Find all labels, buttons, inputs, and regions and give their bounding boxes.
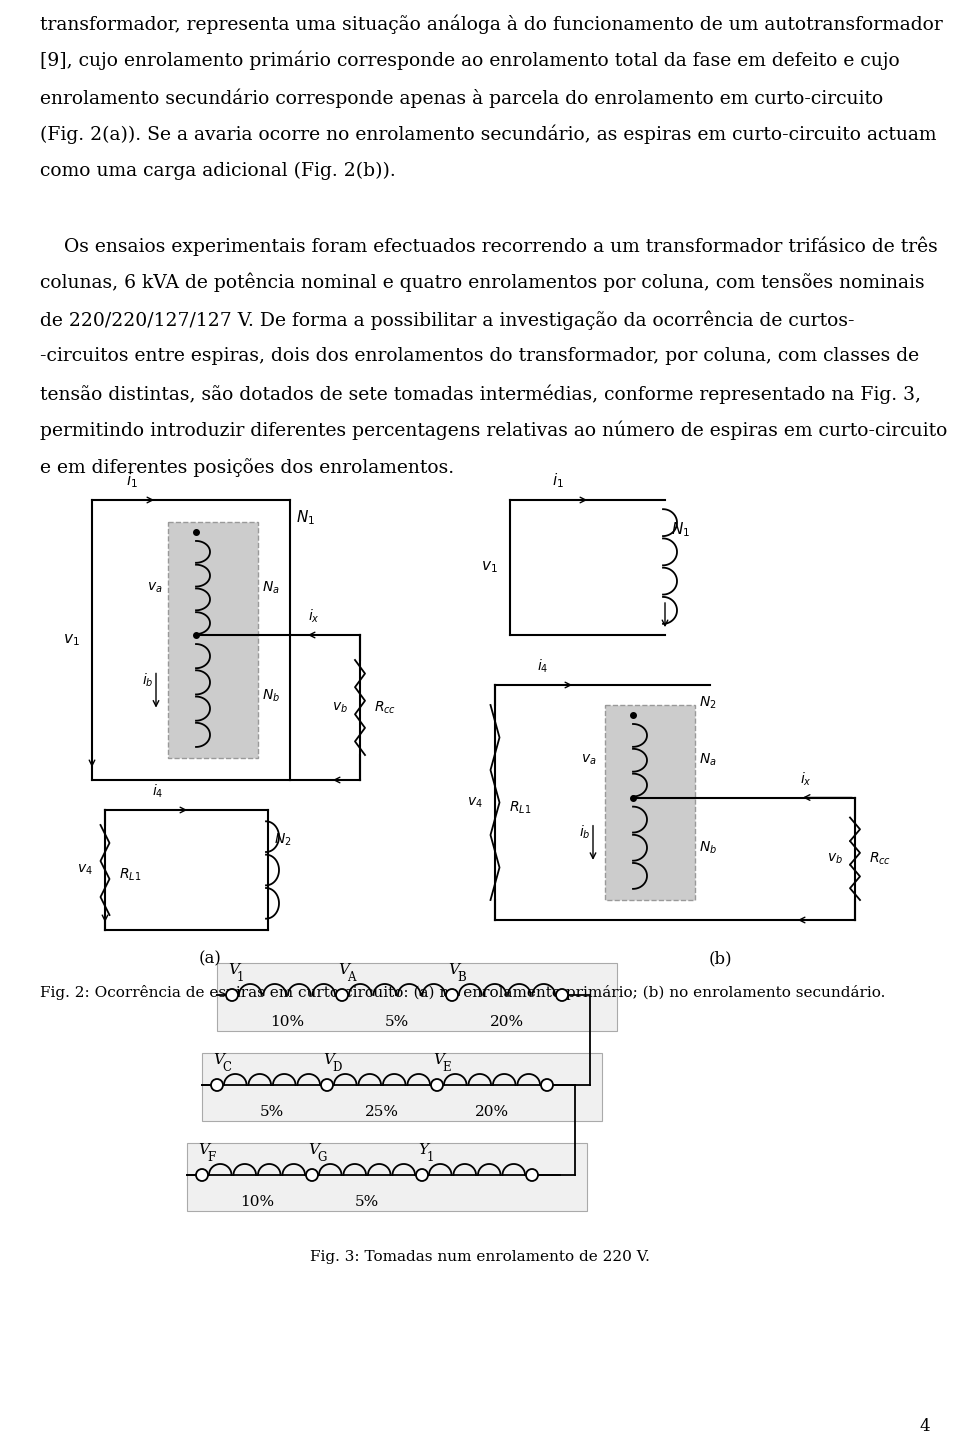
- Text: $i_4$: $i_4$: [537, 657, 548, 675]
- Text: $i_4$: $i_4$: [152, 782, 163, 800]
- Text: $v_1$: $v_1$: [481, 560, 498, 576]
- Text: Y: Y: [418, 1143, 428, 1157]
- Text: V: V: [338, 963, 349, 977]
- Circle shape: [211, 1079, 223, 1090]
- Circle shape: [321, 1079, 333, 1090]
- Text: $N_a$: $N_a$: [262, 579, 279, 596]
- Text: $N_2$: $N_2$: [699, 695, 716, 711]
- Text: 10%: 10%: [240, 1195, 274, 1208]
- Text: permitindo introduzir diferentes percentagens relativas ao número de espiras em : permitindo introduzir diferentes percent…: [40, 422, 948, 441]
- Text: 5%: 5%: [260, 1105, 284, 1120]
- Text: $i_1$: $i_1$: [552, 471, 564, 490]
- Text: G: G: [317, 1152, 326, 1165]
- Text: 20%: 20%: [475, 1105, 509, 1120]
- Text: 20%: 20%: [490, 1015, 524, 1029]
- Text: $i_b$: $i_b$: [580, 824, 591, 842]
- Text: colunas, 6 kVA de potência nominal e quatro enrolamentos por coluna, com tensões: colunas, 6 kVA de potência nominal e qua…: [40, 273, 924, 292]
- Bar: [187, 1143, 587, 1211]
- Circle shape: [336, 989, 348, 1000]
- Text: $v_b$: $v_b$: [828, 852, 843, 867]
- Text: $R_{cc}$: $R_{cc}$: [869, 851, 891, 867]
- Text: $R_{cc}$: $R_{cc}$: [374, 699, 396, 715]
- Text: $v_1$: $v_1$: [63, 632, 80, 648]
- Text: $i_x$: $i_x$: [308, 608, 320, 625]
- Text: de 220/220/127/127 V. De forma a possibilitar a investigação da ocorrência de cu: de 220/220/127/127 V. De forma a possibi…: [40, 310, 854, 330]
- Text: V: V: [448, 963, 459, 977]
- Text: V: V: [308, 1143, 319, 1157]
- Text: B: B: [457, 971, 466, 984]
- Text: V: V: [228, 963, 239, 977]
- Text: $v_b$: $v_b$: [332, 701, 348, 715]
- Text: $N_1$: $N_1$: [671, 521, 690, 539]
- Text: 4: 4: [920, 1418, 930, 1435]
- Text: 10%: 10%: [270, 1015, 304, 1029]
- Text: F: F: [207, 1152, 215, 1165]
- Text: (b): (b): [708, 949, 732, 967]
- Text: $R_{L1}$: $R_{L1}$: [509, 800, 531, 816]
- Text: $N_1$: $N_1$: [296, 507, 315, 526]
- Text: V: V: [198, 1143, 209, 1157]
- Text: $N_b$: $N_b$: [262, 688, 280, 704]
- Text: D: D: [332, 1061, 342, 1075]
- Text: A: A: [347, 971, 355, 984]
- Text: como uma carga adicional (Fig. 2(b)).: como uma carga adicional (Fig. 2(b)).: [40, 161, 396, 180]
- Text: V: V: [433, 1053, 444, 1067]
- Circle shape: [556, 989, 568, 1000]
- Text: $v_a$: $v_a$: [582, 753, 597, 768]
- Text: $R_{L1}$: $R_{L1}$: [119, 867, 141, 883]
- Text: $N_2$: $N_2$: [274, 832, 292, 848]
- Circle shape: [416, 1169, 428, 1181]
- Text: Fig. 3: Tomadas num enrolamento de 220 V.: Fig. 3: Tomadas num enrolamento de 220 V…: [310, 1250, 650, 1264]
- Text: $i_1$: $i_1$: [126, 471, 138, 490]
- Text: $N_a$: $N_a$: [699, 752, 717, 769]
- Circle shape: [446, 989, 458, 1000]
- Text: 5%: 5%: [355, 1195, 379, 1208]
- Text: V: V: [323, 1053, 334, 1067]
- Text: $i_x$: $i_x$: [800, 771, 812, 788]
- Text: enrolamento secundário corresponde apenas à parcela do enrolamento em curto-circ: enrolamento secundário corresponde apena…: [40, 89, 883, 108]
- Bar: [217, 963, 617, 1031]
- Text: (Fig. 2(a)). Se a avaria ocorre no enrolamento secundário, as espiras em curto-c: (Fig. 2(a)). Se a avaria ocorre no enrol…: [40, 125, 937, 144]
- Text: 5%: 5%: [385, 1015, 409, 1029]
- Circle shape: [431, 1079, 443, 1090]
- Text: $v_4$: $v_4$: [468, 795, 483, 810]
- Text: 1: 1: [237, 971, 245, 984]
- Text: V: V: [213, 1053, 224, 1067]
- Text: transformador, representa uma situação análoga à do funcionamento de um autotran: transformador, representa uma situação a…: [40, 15, 943, 33]
- Text: E: E: [442, 1061, 450, 1075]
- Text: C: C: [222, 1061, 231, 1075]
- Text: 1: 1: [427, 1152, 434, 1165]
- Circle shape: [526, 1169, 538, 1181]
- Text: Fig. 2: Ocorrência de espiras em curto-circuito: (a) no enrolamento primário; (b: Fig. 2: Ocorrência de espiras em curto-c…: [40, 984, 885, 1000]
- Text: (a): (a): [199, 949, 222, 967]
- Circle shape: [541, 1079, 553, 1090]
- Circle shape: [306, 1169, 318, 1181]
- Bar: [168, 522, 258, 758]
- Text: [9], cujo enrolamento primário corresponde ao enrolamento total da fase em defei: [9], cujo enrolamento primário correspon…: [40, 51, 900, 70]
- Text: $v_4$: $v_4$: [77, 862, 93, 877]
- Circle shape: [196, 1169, 208, 1181]
- Text: $N_b$: $N_b$: [699, 839, 717, 856]
- Text: -circuitos entre espiras, dois dos enrolamentos do transformador, por coluna, co: -circuitos entre espiras, dois dos enrol…: [40, 348, 919, 365]
- Bar: [605, 705, 695, 900]
- Text: tensão distintas, são dotados de sete tomadas intermédias, conforme representado: tensão distintas, são dotados de sete to…: [40, 384, 921, 404]
- Bar: [202, 1053, 602, 1121]
- Text: e em diferentes posições dos enrolamentos.: e em diferentes posições dos enrolamento…: [40, 458, 454, 477]
- Text: $i_b$: $i_b$: [142, 672, 154, 689]
- Circle shape: [226, 989, 238, 1000]
- Text: $v_a$: $v_a$: [148, 580, 163, 595]
- Text: 25%: 25%: [365, 1105, 399, 1120]
- Text: Os ensaios experimentais foram efectuados recorrendo a um transformador trifásic: Os ensaios experimentais foram efectuado…: [40, 236, 938, 256]
